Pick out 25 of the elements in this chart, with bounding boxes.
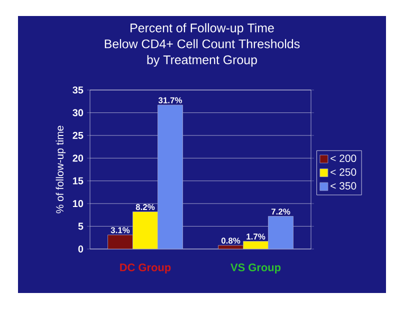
y-tick-label: 20 [72, 154, 84, 162]
data-label: 3.1% [110, 227, 130, 234]
legend-label: < 200 [330, 154, 356, 162]
bar [132, 212, 158, 249]
y-axis-title: % of follow-up time [56, 126, 66, 214]
data-label: 1.7% [246, 234, 266, 240]
bar [108, 234, 133, 249]
legend-label: < 350 [330, 182, 356, 190]
data-label: 31.7% [158, 97, 182, 104]
data-label: 0.8% [221, 238, 240, 244]
y-tick-label: 30 [72, 109, 84, 116]
x-tick-label: DC Group [120, 264, 171, 274]
data-label: 7.2% [271, 208, 290, 215]
bar [158, 104, 183, 249]
chart-title: Percent of Follow-up Time Below CD4+ Cell Count Thresholds by Treatment Group [104, 23, 300, 67]
y-tick-label: 0 [78, 245, 84, 253]
y-tick-label: 35 [72, 86, 84, 94]
data-label: 8.2% [136, 204, 155, 210]
y-tick-label: 15 [73, 177, 84, 184]
y-tick-label: 25 [72, 132, 84, 139]
y-tick-label: 5 [78, 222, 84, 230]
x-tick-label: VS Group [230, 264, 281, 274]
y-tick-label: 10 [73, 200, 84, 208]
legend-label: < 250 [330, 168, 356, 176]
bar [268, 216, 294, 249]
